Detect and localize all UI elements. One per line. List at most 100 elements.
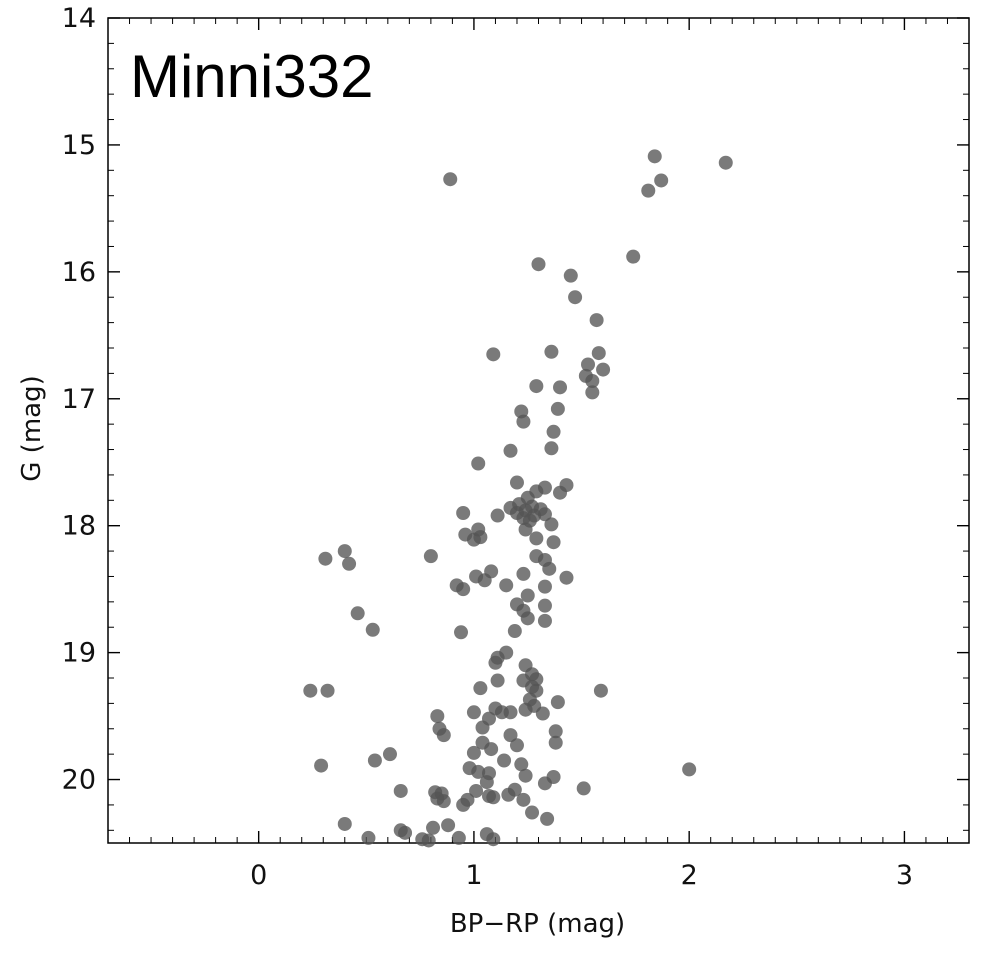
data-point	[718, 155, 733, 170]
data-point	[393, 783, 408, 798]
data-point	[548, 724, 563, 739]
data-point	[520, 611, 535, 626]
data-point	[497, 753, 512, 768]
data-point	[477, 573, 492, 588]
data-point	[367, 753, 382, 768]
data-point	[509, 475, 524, 490]
data-point	[559, 570, 574, 585]
data-point	[591, 346, 606, 361]
data-point	[546, 535, 561, 550]
data-point	[320, 683, 335, 698]
data-point	[484, 742, 499, 757]
data-point	[641, 183, 656, 198]
data-point	[423, 549, 438, 564]
data-point	[466, 705, 481, 720]
data-point	[314, 758, 329, 773]
data-point	[451, 830, 466, 845]
data-point	[516, 792, 531, 807]
data-point	[466, 745, 481, 760]
data-point	[516, 414, 531, 429]
data-point	[443, 172, 458, 187]
data-point	[544, 344, 559, 359]
data-point	[544, 441, 559, 456]
scatter-points	[303, 149, 733, 848]
data-point	[544, 517, 559, 532]
x-tick-label: 2	[681, 860, 698, 891]
data-point	[350, 606, 365, 621]
chart-title: Minni332	[130, 43, 374, 110]
data-point	[553, 380, 568, 395]
data-point	[486, 832, 501, 847]
data-point	[514, 757, 529, 772]
data-point	[507, 624, 522, 639]
data-point	[531, 257, 546, 272]
data-point	[503, 705, 518, 720]
data-point	[537, 579, 552, 594]
data-point	[466, 532, 481, 547]
data-point	[430, 709, 445, 724]
data-point	[550, 401, 565, 416]
data-point	[581, 357, 596, 372]
data-point	[456, 582, 471, 597]
data-point	[486, 347, 501, 362]
data-point	[654, 173, 669, 188]
data-point	[441, 818, 456, 833]
data-point	[509, 738, 524, 753]
data-point	[585, 374, 600, 388]
y-tick-label: 15	[62, 130, 96, 161]
y-tick-label: 14	[62, 3, 96, 34]
x-tick-label: 1	[465, 860, 482, 891]
y-tick-label: 16	[62, 257, 96, 288]
data-point	[303, 683, 318, 698]
data-point	[436, 794, 451, 809]
data-point	[318, 551, 333, 566]
data-point	[546, 424, 561, 439]
data-point	[454, 625, 469, 640]
data-point	[436, 728, 451, 743]
y-tick-label: 20	[62, 765, 96, 796]
data-point	[337, 544, 352, 559]
y-tick-label: 18	[62, 511, 96, 542]
data-point	[486, 790, 501, 805]
data-point	[568, 290, 583, 305]
y-tick-label: 17	[62, 384, 96, 415]
tick-labels: 0 1 2 3 14 15 16 17 18 19 20	[62, 3, 913, 891]
y-axis-label: G (mag)	[17, 375, 47, 481]
data-point	[479, 775, 494, 790]
y-tick-label: 19	[62, 638, 96, 669]
data-point	[518, 522, 533, 537]
data-point	[471, 456, 486, 471]
data-point	[365, 622, 380, 637]
data-point	[542, 561, 557, 576]
data-point	[518, 702, 533, 717]
data-point	[469, 783, 484, 798]
data-point	[548, 735, 563, 750]
data-point	[535, 706, 550, 721]
data-point	[456, 797, 471, 812]
data-point	[516, 566, 531, 581]
data-point	[382, 747, 397, 762]
data-point	[529, 531, 544, 546]
axis-ticks	[107, 17, 970, 843]
data-point	[421, 833, 436, 848]
data-point	[426, 820, 441, 835]
data-point	[537, 507, 552, 522]
data-point	[596, 362, 611, 377]
data-point	[471, 764, 486, 779]
data-point	[473, 681, 488, 696]
data-point	[361, 830, 376, 845]
data-point	[398, 825, 413, 840]
data-point	[589, 313, 604, 328]
data-point	[537, 598, 552, 613]
data-point	[525, 805, 540, 820]
plot-frame	[107, 17, 970, 844]
data-point	[593, 683, 608, 698]
data-point	[456, 506, 471, 520]
data-point	[518, 768, 533, 783]
data-point	[529, 379, 544, 394]
data-point	[337, 816, 352, 831]
data-point	[585, 385, 600, 400]
data-point	[647, 149, 662, 164]
x-tick-label: 3	[896, 860, 913, 891]
